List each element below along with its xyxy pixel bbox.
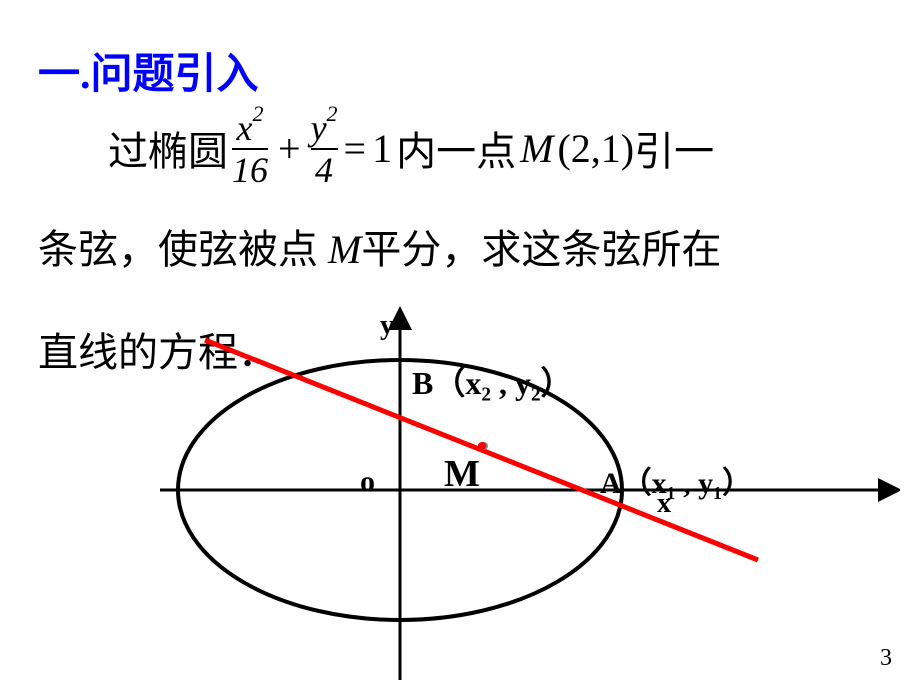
- page-number: 3: [880, 645, 892, 672]
- text-before-eq: 过椭圆: [108, 119, 228, 177]
- coord-m: (2,1): [557, 125, 634, 172]
- problem-line-1: 过椭圆 x2 16 + y2 4 = 1 内一点 M (2,1) 引一: [108, 108, 714, 188]
- fraction-y2-4: y2 4: [311, 109, 338, 188]
- point-m-label: M: [444, 452, 480, 496]
- point-b-label: B（x₂ , y₂）: [412, 358, 573, 404]
- equals-one: 1: [372, 125, 392, 172]
- text-tail: 引一: [634, 119, 714, 177]
- point-m-dot: •: [477, 430, 487, 462]
- text-mid: 内一点: [396, 119, 516, 177]
- ellipse-diagram: y x o B（x₂ , y₂） A（x₁ , y₁） M • •: [160, 300, 900, 690]
- point-a-label: A（x₁ , y₁）: [600, 458, 752, 502]
- point-m: M: [520, 125, 553, 172]
- section-heading: 一.问题引入: [38, 40, 259, 101]
- origin-label: o: [360, 465, 375, 499]
- y-axis-label: y: [380, 310, 394, 342]
- plus-sign: +: [278, 125, 301, 172]
- fraction-x2-16: x2 16: [232, 109, 268, 188]
- problem-line-2: 条弦，使弦被点 M平分，求这条弦所在: [38, 218, 721, 282]
- equals-sign: =: [344, 125, 367, 172]
